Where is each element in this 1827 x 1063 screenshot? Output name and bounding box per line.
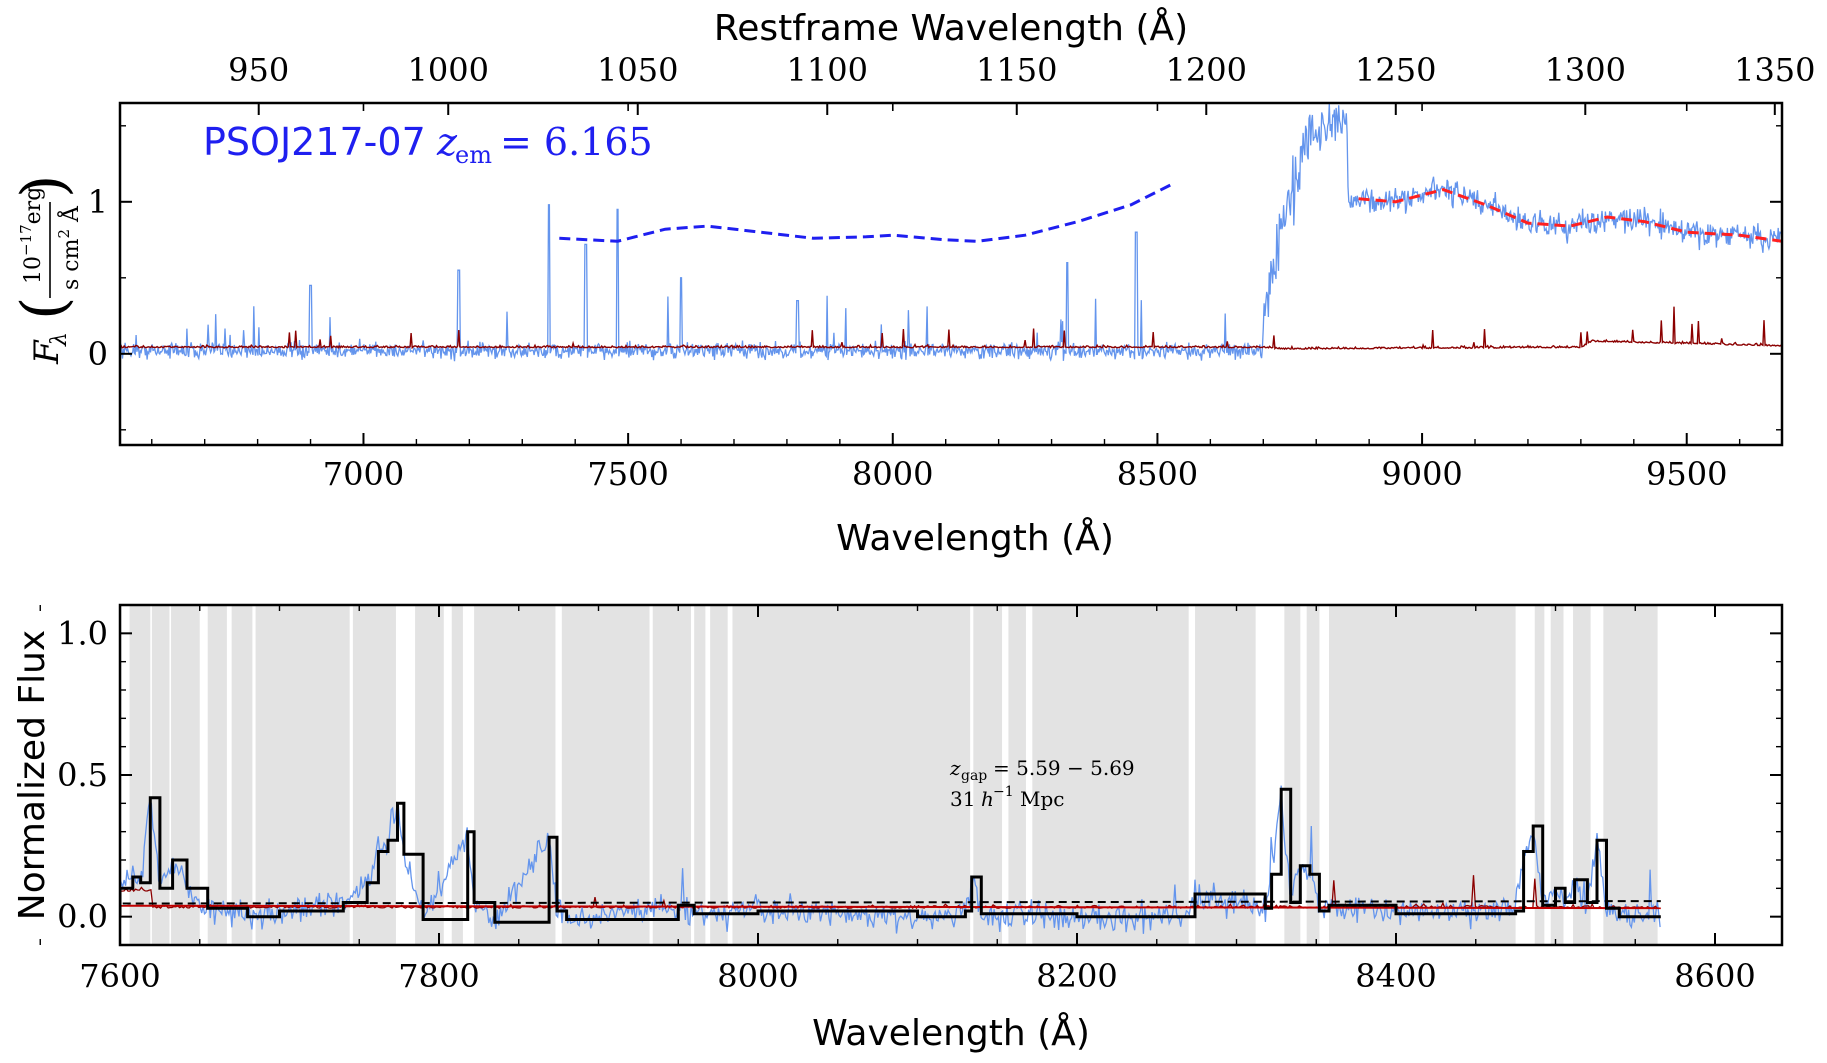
gap-shaded-region	[129, 605, 151, 945]
top-x-tick-label: 7000	[323, 455, 404, 493]
gap-shaded-region	[732, 605, 971, 945]
spectrum-panel: 7000 7500 8000 8500 9000 9500 950 1000 1050 1100 1…	[9, 6, 1816, 559]
distance-unit: Mpc	[1020, 787, 1064, 811]
gap-annotation: z gap = 5.59 − 5.69 31 h −1 Mpc	[949, 756, 1135, 811]
top-y-tick-label: 1	[88, 183, 108, 221]
top-x-tick-label: 9000	[1381, 455, 1462, 493]
bottom-binned-flux	[120, 787, 1661, 924]
zgap-subscript: gap	[961, 768, 987, 784]
gap-shaded-region	[151, 605, 170, 945]
top-x-axis-label: Wavelength (Å)	[836, 516, 1114, 559]
bottom-continuum-dashed	[120, 900, 1661, 905]
svg-text:(: (	[9, 297, 79, 320]
top-x-tick-label: 7500	[587, 455, 668, 493]
bottom-y-tick-label: 0.5	[57, 756, 108, 794]
gap-shaded-region	[1573, 605, 1591, 945]
bottom-x-axis-label: Wavelength (Å)	[812, 1011, 1090, 1054]
distance-exponent: −1	[993, 784, 1014, 800]
bottom-continuum-fit	[120, 904, 1661, 910]
top-y-axis-label: F λ ( 10−17erg s cm2 Å )	[9, 175, 84, 365]
top-plot-frame	[118, 101, 1784, 447]
svg-text:λ: λ	[47, 332, 72, 347]
svg-text:s cm2 Å: s cm2 Å	[55, 205, 84, 290]
gap-shaded-region	[207, 605, 227, 945]
top-x2-tick-label: 1050	[597, 51, 678, 89]
top-x2-tick-label: 1100	[787, 51, 868, 89]
top-x2-tick-label: 1150	[976, 51, 1057, 89]
bottom-flux-series	[120, 785, 1661, 934]
top-x-tick-label: 8000	[852, 455, 933, 493]
top-y-tick-label: 0	[88, 335, 108, 373]
top-x2-axis-label: Restframe Wavelength (Å)	[714, 6, 1188, 49]
svg-text:F: F	[27, 339, 67, 365]
top-x2-tick-label: 950	[228, 51, 289, 89]
top-x2-tick-label: 1200	[1166, 51, 1247, 89]
top-x2-tick-label: 1250	[1355, 51, 1436, 89]
zgap-range: = 5.59 − 5.69	[993, 756, 1135, 780]
top-template-line	[559, 182, 1174, 243]
object-label: PSOJ217-07 z em = 6.165	[203, 120, 653, 169]
top-x-tick-label: 9500	[1646, 455, 1727, 493]
top-x-tick-label: 8500	[1117, 455, 1198, 493]
gap-shaded-region	[1008, 605, 1026, 945]
gap-shaded-region	[652, 605, 692, 945]
top-continuum-fit	[1358, 188, 1782, 243]
bottom-y-tick-label: 0.0	[57, 898, 108, 936]
gap-shaded-region	[1195, 605, 1256, 945]
redshift-variable: z	[436, 120, 458, 164]
gap-shaded-region	[1550, 605, 1564, 945]
gap-shaded-region	[415, 605, 444, 945]
normalized-flux-panel: 7600 7800 8000 8200 8400 8600 0.0 0.5 1.0 Wavele…	[12, 603, 1784, 1054]
bottom-x-tick-label: 7600	[79, 957, 160, 995]
gap-shaded-region	[694, 605, 706, 945]
gap-shaded-region	[1329, 605, 1516, 945]
gap-shaded-region	[561, 605, 650, 945]
gap-shaded-region	[973, 605, 1003, 945]
gap-shaded-region	[231, 605, 253, 945]
distance-value: 31	[950, 787, 975, 811]
bottom-x-tick-label: 8600	[1674, 957, 1755, 995]
bottom-x-tick-label: 8400	[1355, 957, 1436, 995]
gap-shaded-region	[1534, 605, 1545, 945]
svg-text:10−17erg: 10−17erg	[17, 187, 46, 284]
gap-shaded-region	[171, 605, 200, 945]
gap-shaded-region	[255, 605, 350, 945]
gap-shaded-region	[1603, 605, 1658, 945]
gap-shaded-region	[1284, 605, 1301, 945]
zgap-variable: z	[949, 756, 961, 780]
gap-shaded-region	[710, 605, 728, 945]
bottom-y-axis-label: Normalized Flux	[12, 630, 53, 920]
gap-shaded-region	[451, 605, 463, 945]
top-x2-tick-label: 1000	[408, 51, 489, 89]
distance-h: h	[981, 787, 994, 811]
bottom-x-tick-label: 8200	[1036, 957, 1117, 995]
top-noise-series	[120, 306, 1782, 351]
object-name: PSOJ217-07	[203, 120, 426, 164]
top-x2-tick-label: 1350	[1734, 51, 1815, 89]
bottom-x-tick-label: 8000	[717, 957, 798, 995]
top-x2-tick-label: 1300	[1545, 51, 1626, 89]
redshift-value: = 6.165	[500, 120, 653, 164]
gap-shaded-region	[1032, 605, 1189, 945]
svg-text:): )	[9, 175, 79, 198]
top-flux-series	[120, 103, 1782, 362]
redshift-subscript: em	[455, 141, 492, 169]
bottom-y-tick-label: 1.0	[57, 614, 108, 652]
bottom-x-tick-label: 7800	[398, 957, 479, 995]
